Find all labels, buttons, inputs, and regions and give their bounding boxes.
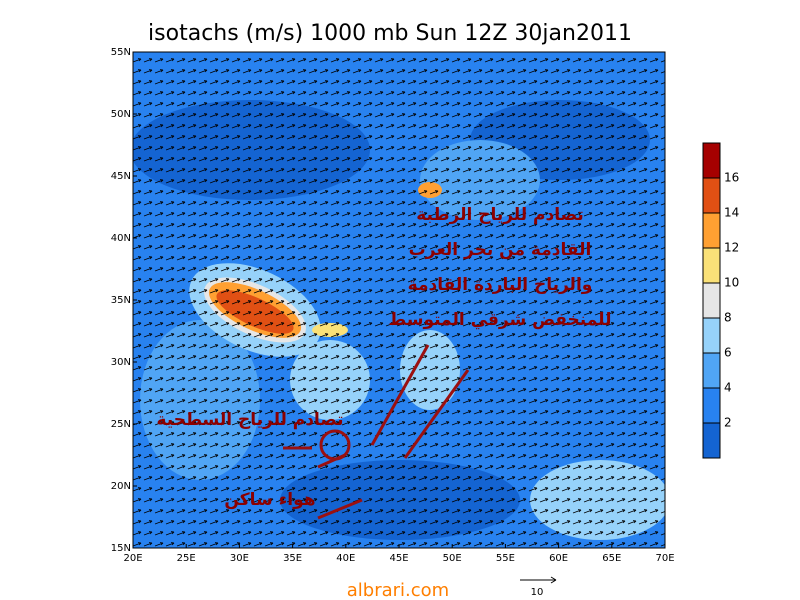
colorbar-bin [703,178,720,213]
lat-tick-label: 50N [111,109,131,120]
reference-vector-label: 10 [531,587,544,598]
annotation: تصادم للرياح الرطبة [416,205,584,225]
lon-tick-label: 40E [336,553,355,564]
reference-vector-head [550,576,557,584]
colorbar-tick-label: 16 [724,171,739,185]
lat-tick-label: 40N [111,233,131,244]
lat-tick-label: 45N [111,171,131,182]
colorbar-bin [703,318,720,353]
lon-tick-label: 65E [602,553,621,564]
colorbar-tick-label: 12 [724,241,739,255]
lon-tick-label: 20E [123,553,142,564]
lon-tick-label: 70E [655,553,674,564]
colorbar-bin [703,248,720,283]
annotation: والرياح الباردة القادمة [408,275,593,295]
annotation: للمنخفض شرقي المتوسط [389,310,612,330]
analysis-marks [283,344,470,520]
lat-tick-label: 30N [111,357,131,368]
colorbar-tick-label: 10 [724,276,739,290]
annotation: هواء ساكن [224,490,315,510]
lon-tick-label: 25E [177,553,196,564]
annotation: القادمة من بحر العرب [409,240,592,260]
lon-tick-label: 60E [549,553,568,564]
map-field [133,52,665,548]
lon-tick-label: 30E [230,553,249,564]
lat-tick-label: 20N [111,481,131,492]
colorbar-bin [703,388,720,423]
lat-tick-label: 35N [111,295,131,306]
map-title: isotachs (m/s) 1000 mb Sun 12Z 30jan2011 [148,21,632,46]
colorbar-bin [703,213,720,248]
lat-tick-label: 25N [111,419,131,430]
lon-tick-label: 50E [443,553,462,564]
colorbar-bin [703,353,720,388]
lon-tick-label: 35E [283,553,302,564]
colorbar-tick-label: 6 [724,346,732,360]
lon-tick-label: 55E [496,553,515,564]
lat-tick-label: 15N [111,543,131,554]
colorbar-bin [703,283,720,318]
colorbar-tick-label: 8 [724,311,732,325]
lat-tick-label: 55N [111,47,131,58]
colorbar-tick-label: 4 [724,381,732,395]
colorbar-tick-label: 2 [724,416,732,430]
colorbar-frame [702,142,721,459]
colorbar-bin [703,143,720,178]
watermark: albrari.com [347,580,449,600]
colorbar-tick-label: 14 [724,206,739,220]
annotation: تصادم للرياح السطحية [156,410,343,430]
colorbar-bin [703,423,720,458]
lon-tick-label: 45E [389,553,408,564]
